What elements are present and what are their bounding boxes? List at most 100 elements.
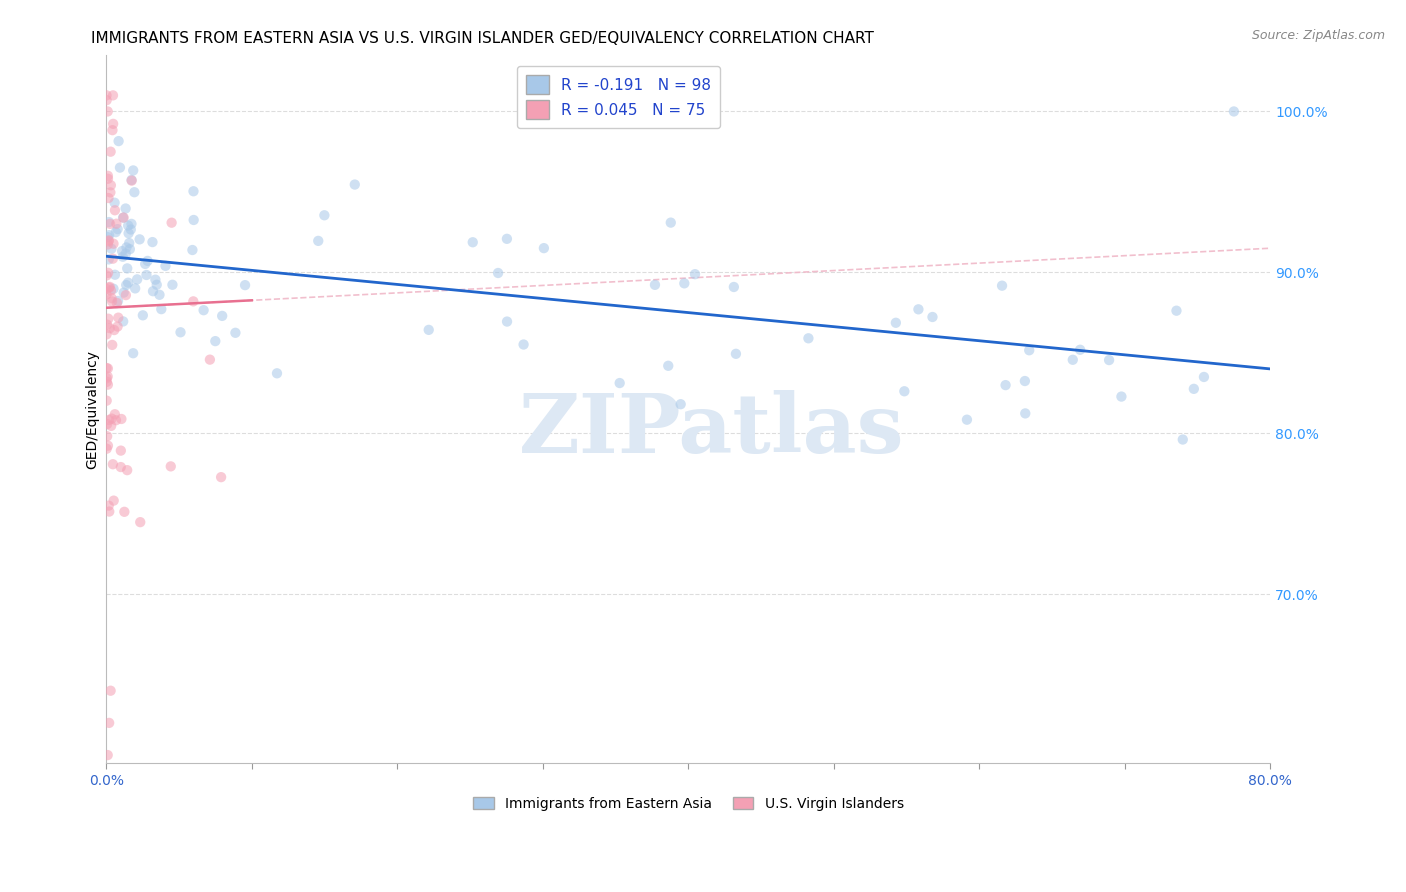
Point — [97, 311, 120, 326]
Point — [105, 413, 128, 427]
Point — [96, 375, 118, 389]
Point — [98, 504, 121, 518]
Point — [100, 418, 122, 433]
Point — [110, 412, 132, 426]
Point — [96, 429, 118, 443]
Point — [209, 470, 232, 484]
Point — [97, 191, 120, 205]
Point — [105, 296, 128, 310]
Point — [129, 515, 152, 529]
Point — [112, 314, 135, 328]
Point — [104, 203, 127, 218]
Point — [117, 219, 139, 233]
Point — [105, 217, 128, 231]
Point — [114, 246, 136, 260]
Point — [1182, 382, 1205, 396]
Point — [159, 459, 181, 474]
Text: Source: ZipAtlas.com: Source: ZipAtlas.com — [1251, 29, 1385, 42]
Point — [659, 216, 682, 230]
Point — [98, 715, 121, 730]
Point — [135, 268, 157, 282]
Point — [115, 261, 138, 276]
Point — [956, 413, 979, 427]
Point — [121, 173, 143, 187]
Point — [1192, 370, 1215, 384]
Point — [657, 359, 679, 373]
Text: IMMIGRANTS FROM EASTERN ASIA VS U.S. VIRGIN ISLANDER GED/EQUIVALENCY CORRELATION: IMMIGRANTS FROM EASTERN ASIA VS U.S. VIR… — [91, 31, 875, 46]
Point — [533, 241, 555, 255]
Point — [1069, 343, 1091, 357]
Point — [114, 202, 136, 216]
Point — [211, 309, 233, 323]
Point — [683, 267, 706, 281]
Point — [1166, 303, 1188, 318]
Point — [117, 276, 139, 290]
Point — [97, 230, 120, 244]
Point — [122, 163, 145, 178]
Point — [155, 259, 177, 273]
Point — [96, 93, 118, 107]
Point — [97, 233, 120, 247]
Point — [97, 361, 120, 376]
Point — [97, 169, 120, 183]
Point — [96, 371, 118, 385]
Point — [1062, 352, 1084, 367]
Point — [112, 211, 135, 225]
Point — [118, 242, 141, 256]
Point — [124, 281, 146, 295]
Point — [101, 123, 124, 137]
Point — [162, 277, 184, 292]
Point — [115, 278, 138, 293]
Point — [127, 272, 149, 286]
Point — [673, 277, 696, 291]
Point — [98, 228, 121, 243]
Point — [101, 117, 124, 131]
Point — [461, 235, 484, 250]
Point — [128, 232, 150, 246]
Point — [160, 216, 183, 230]
Point — [132, 308, 155, 322]
Point — [1014, 406, 1036, 420]
Point — [1014, 374, 1036, 388]
Point — [1171, 433, 1194, 447]
Point — [97, 235, 120, 249]
Point — [991, 278, 1014, 293]
Point — [183, 184, 205, 198]
Point — [97, 499, 120, 513]
Point — [797, 331, 820, 345]
Point — [100, 411, 122, 425]
Point — [111, 250, 134, 264]
Point — [198, 352, 221, 367]
Point — [107, 293, 129, 308]
Point — [204, 334, 226, 348]
Point — [1111, 390, 1133, 404]
Point — [141, 235, 163, 249]
Point — [994, 378, 1017, 392]
Point — [1223, 104, 1246, 119]
Point — [97, 171, 120, 186]
Point — [486, 266, 509, 280]
Point — [343, 178, 366, 192]
Y-axis label: GED/Equivalency: GED/Equivalency — [86, 350, 100, 468]
Point — [103, 282, 125, 296]
Point — [112, 505, 135, 519]
Point — [121, 174, 143, 188]
Point — [97, 747, 120, 762]
Point — [97, 215, 120, 229]
Point — [110, 443, 132, 458]
Point — [96, 88, 118, 103]
Point — [98, 280, 121, 294]
Point — [100, 284, 122, 298]
Point — [150, 302, 173, 317]
Point — [148, 287, 170, 301]
Point — [233, 278, 256, 293]
Point — [107, 319, 129, 334]
Point — [103, 195, 125, 210]
Point — [111, 244, 134, 258]
Point — [97, 266, 120, 280]
Point — [103, 236, 125, 251]
Point — [104, 407, 127, 421]
Point — [142, 284, 165, 298]
Point — [100, 178, 122, 193]
Point — [669, 397, 692, 411]
